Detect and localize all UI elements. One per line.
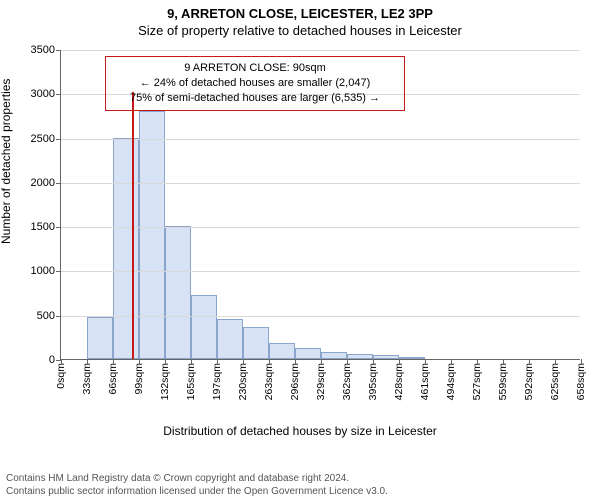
histogram-bar [243,327,269,359]
histogram-bar [87,317,113,360]
marker-tooltip: 9 ARRETON CLOSE: 90sqm ← 24% of detached… [105,56,405,111]
histogram-bar [165,226,191,359]
x-tick-mark [295,359,296,364]
x-tick-label: 494sqm [445,359,457,400]
histogram-bar [295,348,321,359]
x-tick-label: 230sqm [237,359,249,400]
x-tick-label: 527sqm [471,359,483,400]
x-tick-mark [373,359,374,364]
x-tick-label: 132sqm [159,359,171,400]
footer-line-2: Contains public sector information licen… [6,486,388,499]
x-tick-mark [347,359,348,364]
tooltip-line-3: 75% of semi-detached houses are larger (… [114,91,396,106]
x-tick-mark [321,359,322,364]
footer-attribution: Contains HM Land Registry data © Crown c… [6,473,388,498]
x-tick-mark [139,359,140,364]
x-tick-label: 165sqm [185,359,197,400]
page-title: 9, ARRETON CLOSE, LEICESTER, LE2 3PP [0,0,600,21]
x-tick-mark [451,359,452,364]
x-tick-mark [87,359,88,364]
x-tick-mark [243,359,244,364]
x-tick-mark [581,359,582,364]
y-tick-mark [56,271,61,272]
x-tick-mark [425,359,426,364]
x-tick-label: 296sqm [289,359,301,400]
histogram-bar [321,352,347,359]
histogram-bar [139,111,165,359]
x-tick-label: 625sqm [549,359,561,400]
x-tick-mark [217,359,218,364]
histogram-bar [269,343,295,359]
tooltip-line-1: 9 ARRETON CLOSE: 90sqm [114,61,396,76]
gridline [61,50,580,51]
y-tick-mark [56,183,61,184]
x-tick-mark [191,359,192,364]
x-tick-mark [269,359,270,364]
histogram-bar [113,138,139,359]
x-tick-mark [529,359,530,364]
y-tick-mark [56,50,61,51]
x-tick-label: 559sqm [497,359,509,400]
x-tick-label: 66sqm [107,359,119,395]
page-subtitle: Size of property relative to detached ho… [0,21,600,38]
x-tick-label: 33sqm [81,359,93,395]
x-tick-mark [503,359,504,364]
histogram-bar [217,319,243,359]
y-tick-mark [56,316,61,317]
x-tick-label: 362sqm [341,359,353,400]
x-axis-label: Distribution of detached houses by size … [0,424,600,438]
histogram-bar [191,295,217,359]
property-marker-line [132,92,134,359]
x-tick-mark [555,359,556,364]
x-tick-label: 99sqm [133,359,145,395]
y-tick-mark [56,227,61,228]
gridline [61,316,580,317]
x-tick-label: 428sqm [393,359,405,400]
x-tick-label: 263sqm [263,359,275,400]
y-tick-mark [56,139,61,140]
x-tick-label: 395sqm [367,359,379,400]
gridline [61,183,580,184]
x-tick-label: 329sqm [315,359,327,400]
y-axis-label: Number of detached properties [0,79,13,244]
chart-container: 9, ARRETON CLOSE, LEICESTER, LE2 3PP Siz… [0,0,600,500]
x-tick-mark [165,359,166,364]
x-tick-label: 197sqm [211,359,223,400]
x-tick-mark [477,359,478,364]
x-tick-label: 658sqm [575,359,587,400]
x-tick-label: 461sqm [419,359,431,400]
x-tick-mark [61,359,62,364]
gridline [61,271,580,272]
tooltip-line-2: ← 24% of detached houses are smaller (2,… [114,76,396,91]
gridline [61,227,580,228]
x-tick-mark [113,359,114,364]
x-tick-mark [399,359,400,364]
y-tick-mark [56,94,61,95]
gridline [61,139,580,140]
x-tick-label: 592sqm [523,359,535,400]
footer-line-1: Contains HM Land Registry data © Crown c… [6,473,388,486]
